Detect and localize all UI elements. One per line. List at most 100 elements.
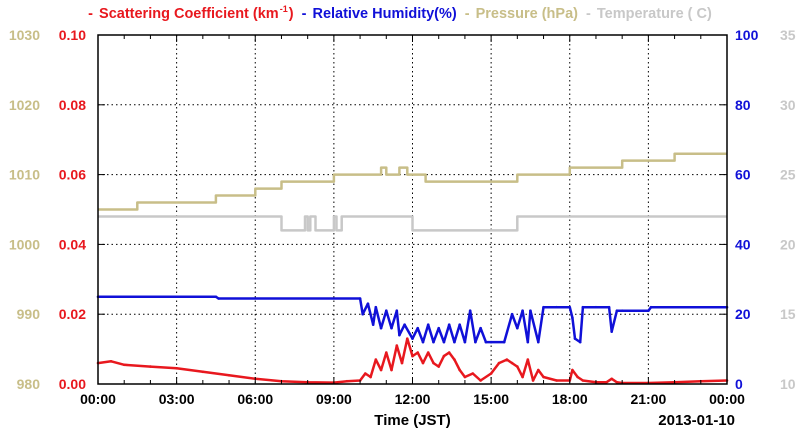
series-point-2	[594, 305, 598, 309]
legend-superscript: -1	[279, 4, 288, 14]
series-point-3	[489, 372, 493, 375]
temperature-tick-label: 25	[780, 167, 796, 183]
temperature-tick-label: 10	[780, 376, 796, 392]
series-point-2	[649, 305, 653, 309]
series-point-2	[453, 340, 456, 344]
series-point-3	[345, 379, 349, 383]
scattering-tick-label: 0.04	[59, 236, 86, 252]
legend-marker: -	[464, 5, 470, 22]
series-point-2	[384, 309, 388, 313]
series-point-2	[474, 340, 477, 344]
series-point-3	[479, 379, 482, 382]
series-point-3	[411, 354, 414, 358]
series-point-2	[403, 323, 406, 326]
x-tick-label: 15:00	[473, 391, 509, 407]
legend-marker: -	[88, 5, 93, 22]
series-point-2	[379, 326, 383, 330]
series-point-2	[442, 340, 446, 344]
legend-text: Scattering Coefficient (km	[99, 5, 279, 22]
grid-layer	[98, 35, 727, 384]
x-tick-label: 21:00	[630, 391, 666, 407]
series-point-3	[437, 365, 441, 368]
legend-tail: )	[288, 5, 294, 22]
series-point-3	[571, 368, 574, 372]
scattering-tick-label: 0.02	[59, 306, 86, 322]
series-point-2	[426, 323, 430, 326]
series-point-3	[369, 375, 372, 379]
series-point-3	[531, 379, 535, 382]
legend-item-2: - Pressure (hPa)	[464, 6, 579, 22]
humidity-tick-label: 40	[735, 236, 751, 252]
series-point-3	[537, 368, 540, 372]
series-point-2	[484, 340, 488, 344]
series-point-3	[227, 373, 231, 377]
series-point-3	[521, 375, 524, 379]
series-point-2	[447, 323, 451, 326]
legend-text: Relative Humidity(%)	[312, 5, 457, 22]
plot-frame	[97, 34, 728, 385]
series-point-2	[411, 337, 414, 340]
series-point-3	[384, 351, 388, 354]
series-point-3	[405, 337, 409, 340]
series-point-2	[458, 323, 461, 326]
series-point-2	[510, 312, 514, 316]
axis-layer: 98099010001010102010300.000.020.040.060.…	[9, 27, 796, 407]
series-point-2	[568, 305, 572, 309]
temperature-tick-label: 35	[780, 27, 796, 43]
series-point-3	[421, 361, 425, 365]
series-point-2	[421, 340, 425, 344]
series-point-2	[555, 305, 558, 309]
series-point-3	[542, 375, 545, 379]
series-point-2	[607, 305, 611, 309]
scattering-tick-label: 0.06	[59, 167, 86, 183]
scattering-tick-label: 0.08	[59, 97, 86, 113]
temperature-tick-label: 15	[780, 306, 796, 322]
series-point-3	[175, 366, 178, 370]
series-point-3	[416, 351, 420, 354]
legend-marker: -	[301, 5, 307, 22]
series-point-2	[361, 312, 365, 316]
series-point-3	[447, 351, 451, 354]
humidity-tick-label: 20	[735, 306, 751, 322]
humidity-tick-label: 60	[735, 167, 751, 183]
pressure-tick-label: 1000	[9, 236, 40, 252]
series-point-2	[217, 297, 220, 300]
series-point-3	[463, 375, 467, 379]
series-point-3	[122, 363, 126, 367]
series-point-2	[437, 326, 441, 330]
series-point-3	[610, 377, 613, 381]
series-point-2	[620, 309, 624, 313]
series-point-3	[510, 361, 514, 365]
series-point-3	[364, 372, 367, 375]
series-point-2	[371, 323, 375, 326]
series-point-3	[109, 360, 113, 363]
series-point-2	[502, 340, 506, 344]
pressure-tick-label: 1010	[9, 167, 40, 183]
legend-item-0: - Scattering Coefficient (km-1)	[87, 4, 294, 22]
temperature-tick-label: 20	[780, 236, 796, 252]
humidity-tick-label: 80	[735, 97, 751, 113]
series-point-3	[605, 380, 608, 384]
series-line-3	[97, 337, 728, 385]
legend-item-1: - Relative Humidity(%)	[301, 6, 458, 22]
legend-text: Pressure (hPa)	[475, 5, 578, 22]
x-tick-label: 12:00	[395, 391, 431, 407]
x-tick-label: 09:00	[316, 391, 352, 407]
legend-text: Temperature ( C)	[596, 5, 712, 22]
series-line-2	[98, 295, 727, 344]
series-point-2	[398, 333, 401, 337]
series-point-3	[201, 370, 205, 374]
series-point-3	[526, 358, 530, 361]
series-point-2	[578, 340, 582, 344]
series-point-2	[516, 326, 519, 330]
humidity-tick-label: 100	[735, 27, 759, 43]
series-point-3	[497, 361, 501, 365]
series-point-2	[468, 309, 472, 313]
series-point-2	[521, 309, 524, 313]
x-tick-label: 06:00	[237, 391, 273, 407]
series-point-3	[471, 372, 475, 375]
series-point-2	[542, 305, 545, 309]
series-point-3	[458, 368, 461, 372]
series-point-2	[489, 340, 493, 344]
chart-legend: - Scattering Coefficient (km-1) - Relati…	[0, 4, 800, 22]
